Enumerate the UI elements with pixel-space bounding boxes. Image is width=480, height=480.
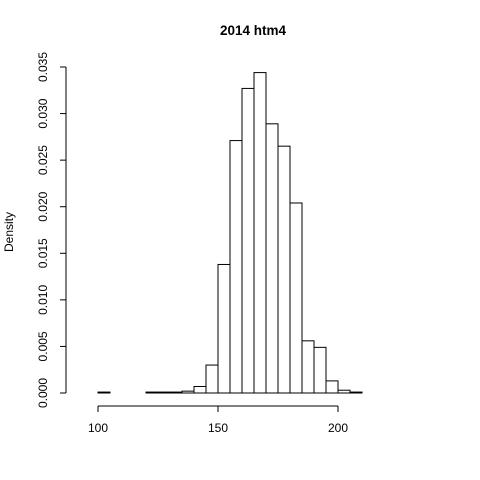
histogram-bar bbox=[277, 145, 291, 394]
histogram-bar bbox=[181, 390, 195, 394]
x-axis: 100 150 200 bbox=[88, 405, 348, 435]
histogram-bars bbox=[97, 72, 363, 394]
histogram-bar bbox=[289, 202, 303, 394]
histogram-bar bbox=[313, 346, 327, 394]
y-axis-label: Density bbox=[2, 212, 16, 252]
y-tick-label: 0.020 bbox=[36, 191, 50, 221]
y-tick-label: 0.025 bbox=[36, 145, 50, 175]
histogram-bar bbox=[229, 140, 243, 394]
y-tick-label: 0.005 bbox=[36, 331, 50, 361]
histogram-bar bbox=[349, 391, 363, 394]
y-tick-label: 0.015 bbox=[36, 238, 50, 268]
x-tick-label: 150 bbox=[208, 421, 228, 435]
y-tick-label: 0.000 bbox=[36, 378, 50, 408]
histogram-bar bbox=[265, 123, 279, 394]
histogram-bar bbox=[253, 72, 267, 394]
x-tick-label: 200 bbox=[328, 421, 348, 435]
chart-title: 2014 htm4 bbox=[220, 23, 287, 38]
histogram-bar bbox=[301, 340, 315, 394]
histogram-bar bbox=[217, 263, 231, 394]
histogram-bar bbox=[145, 391, 159, 394]
histogram-bar bbox=[337, 389, 351, 394]
histogram-bar bbox=[205, 364, 219, 394]
histogram-bar bbox=[97, 391, 111, 394]
y-tick-label: 0.030 bbox=[36, 98, 50, 128]
y-tick-label: 0.035 bbox=[36, 52, 50, 82]
histogram-bar bbox=[241, 87, 255, 394]
histogram-bar bbox=[169, 391, 183, 394]
histogram-bar bbox=[157, 391, 171, 394]
x-tick-label: 100 bbox=[88, 421, 108, 435]
y-axis: 0.000 0.005 0.010 0.015 0.020 0.025 0.030 0.035 bbox=[36, 52, 67, 408]
histogram-bar bbox=[325, 380, 339, 394]
y-tick-label: 0.010 bbox=[36, 285, 50, 315]
histogram-bar bbox=[193, 385, 207, 394]
